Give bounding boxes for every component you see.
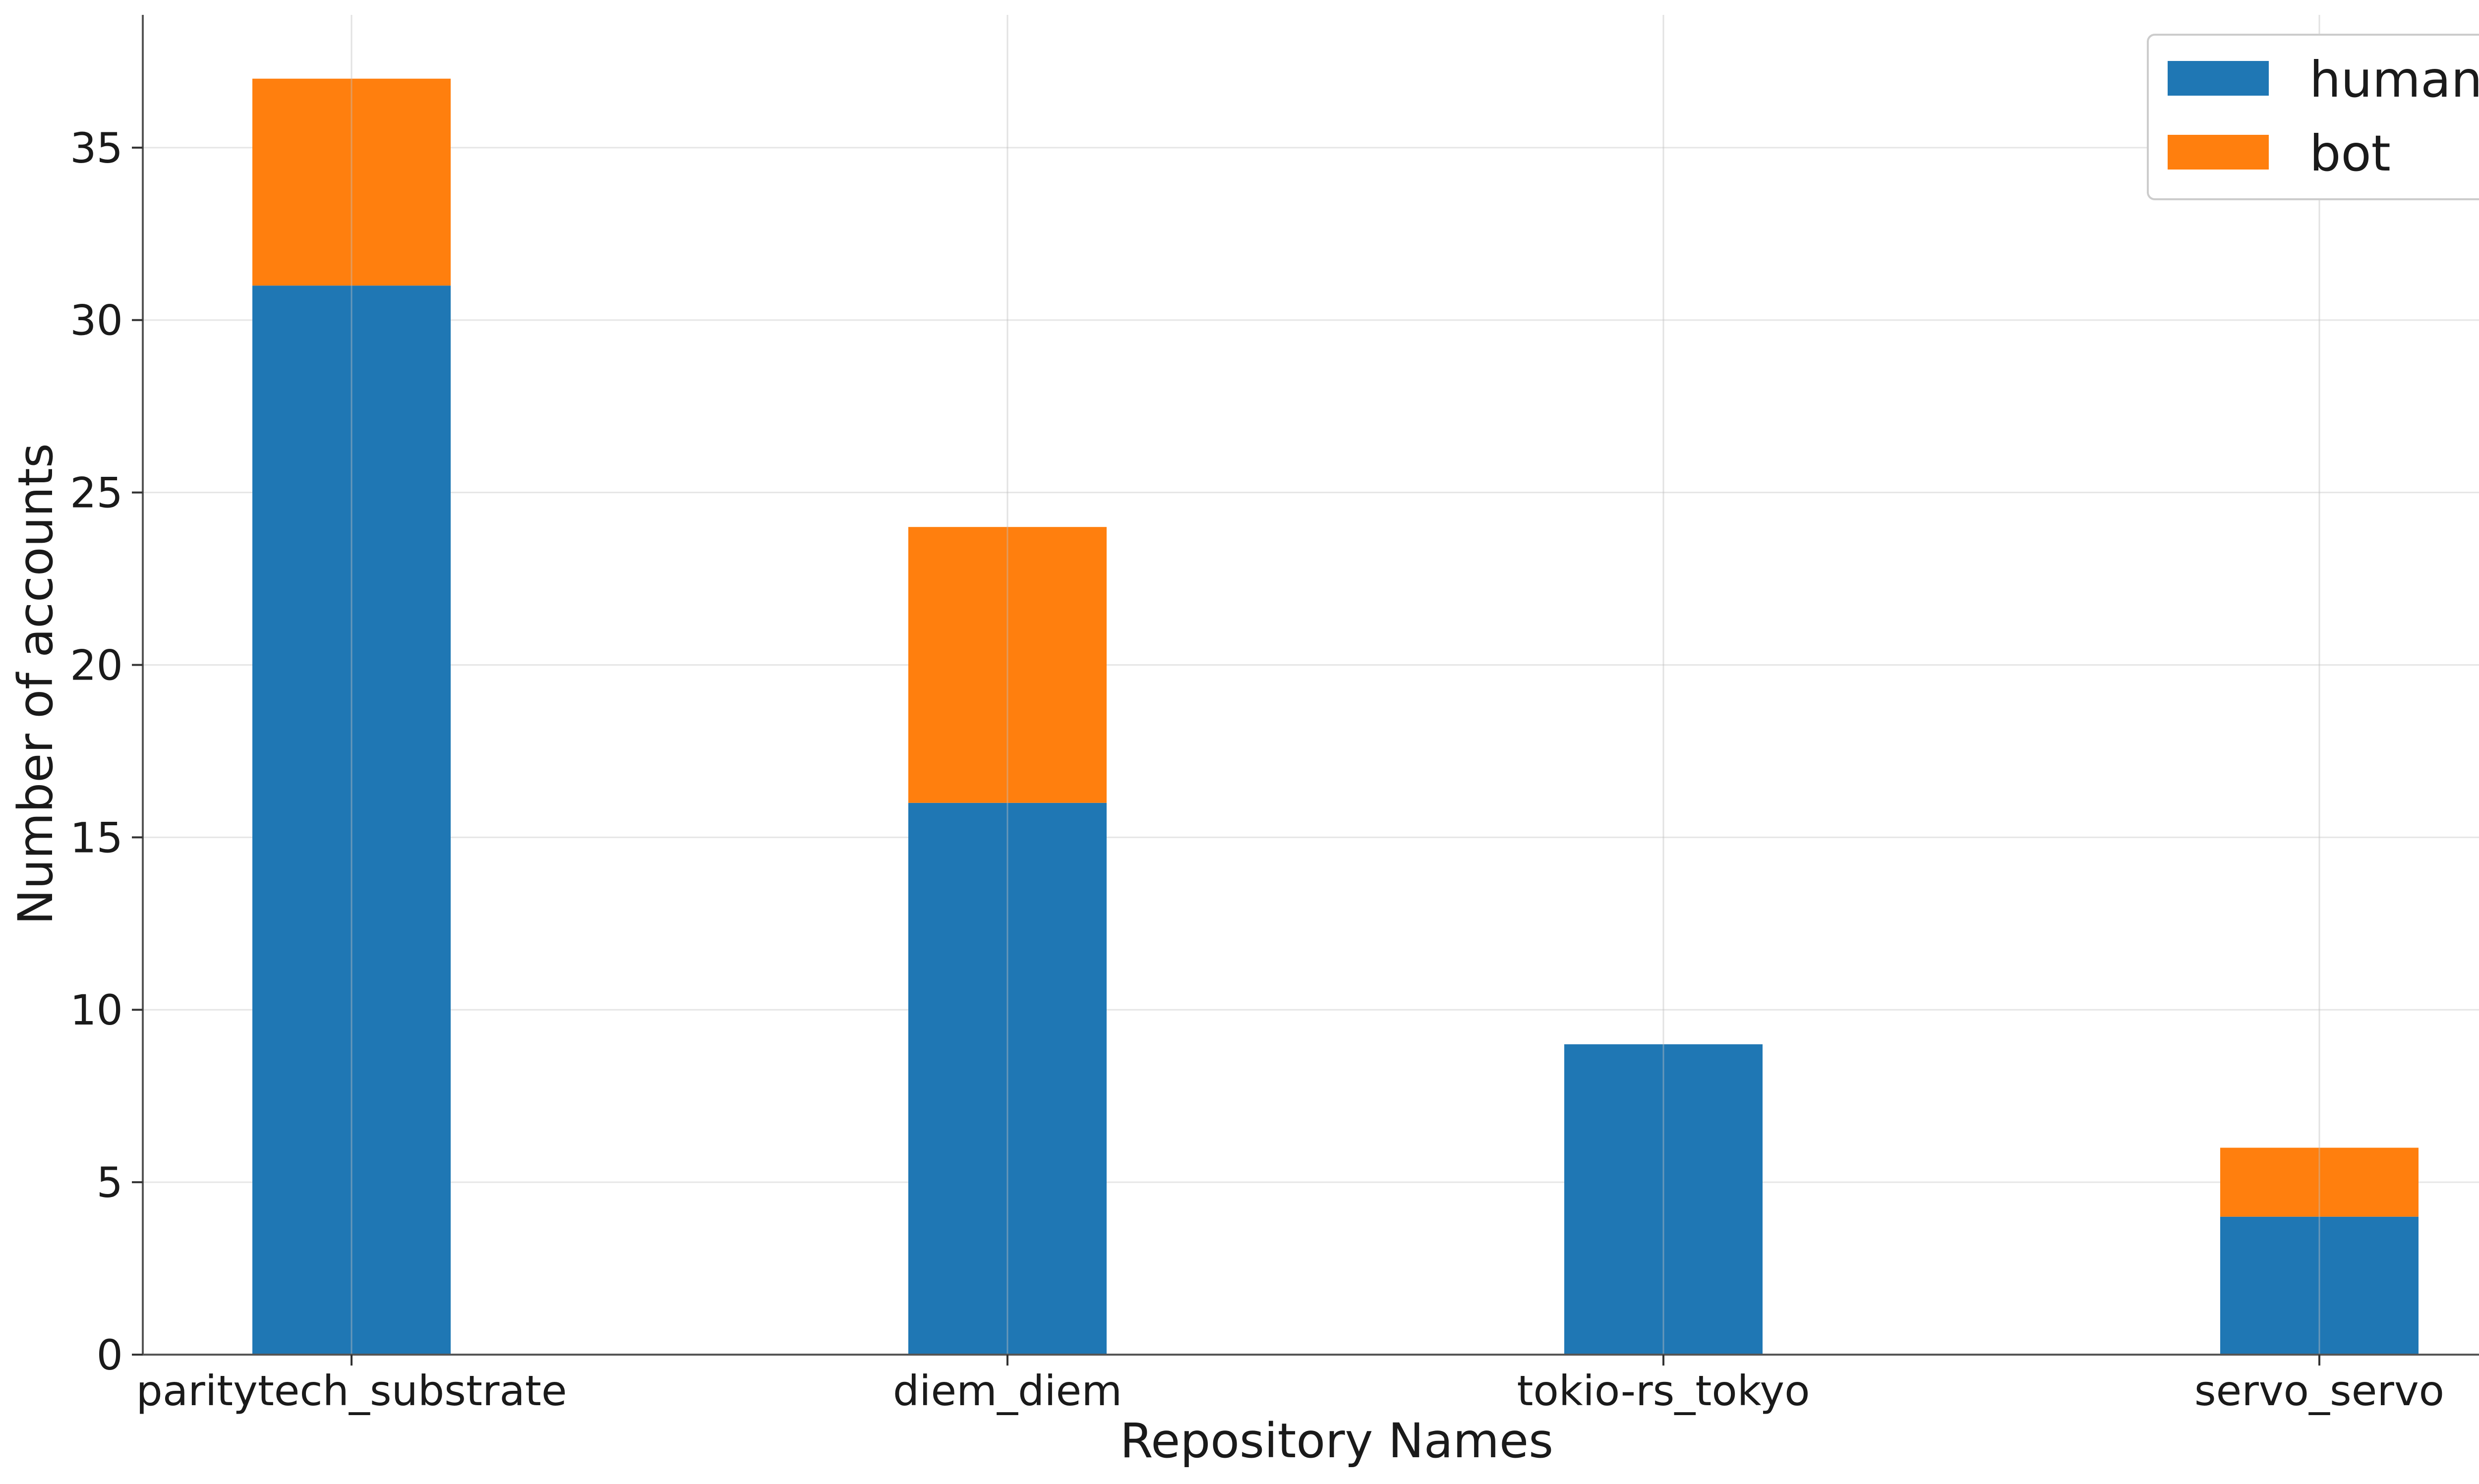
bar-human-paritytech_substrate	[252, 285, 451, 1355]
legend-swatch-human	[2168, 61, 2269, 96]
x-axis-title: Repository Names	[1120, 1413, 1553, 1469]
bar-bot-diem_diem	[908, 527, 1107, 803]
y-tick-label: 15	[70, 813, 123, 862]
y-tick-label: 20	[70, 641, 123, 689]
y-tick-label: 30	[70, 296, 123, 345]
bar-bot-paritytech_substrate	[252, 78, 451, 286]
x-tick-label: tokio-rs_tokyo	[1517, 1367, 1810, 1415]
x-tick-label: servo_servo	[2194, 1367, 2444, 1415]
y-tick-label: 10	[70, 986, 123, 1034]
legend-swatch-bot	[2168, 135, 2269, 170]
legend-label-human: human	[2309, 51, 2479, 109]
bar-human-tokio-rs_tokyo	[1564, 1044, 1763, 1355]
x-tick-label: diem_diem	[893, 1367, 1122, 1415]
y-tick-label: 5	[97, 1158, 123, 1207]
ticks-layer: 0 5 10 15 20 25 30 35 paritytech_substrate diem_d…	[70, 124, 2444, 1415]
bar-human-diem_diem	[908, 802, 1107, 1355]
grid-layer	[143, 147, 2479, 1183]
y-tick-label: 0	[97, 1331, 123, 1379]
y-tick-label: 25	[70, 469, 123, 517]
bar-bot-servo_servo	[2220, 1147, 2419, 1217]
y-tick-label: 35	[70, 124, 123, 172]
legend-label-bot: bot	[2309, 124, 2391, 182]
legend: human bot	[2147, 34, 2479, 200]
vertical-grid-layer	[351, 15, 2320, 1355]
x-tick-label: paritytech_substrate	[136, 1367, 567, 1415]
axes-layer	[142, 15, 2479, 1356]
bars-layer	[252, 78, 2419, 1355]
y-axis-title: Number of accounts	[8, 443, 63, 925]
bar-human-servo_servo	[2220, 1216, 2419, 1355]
